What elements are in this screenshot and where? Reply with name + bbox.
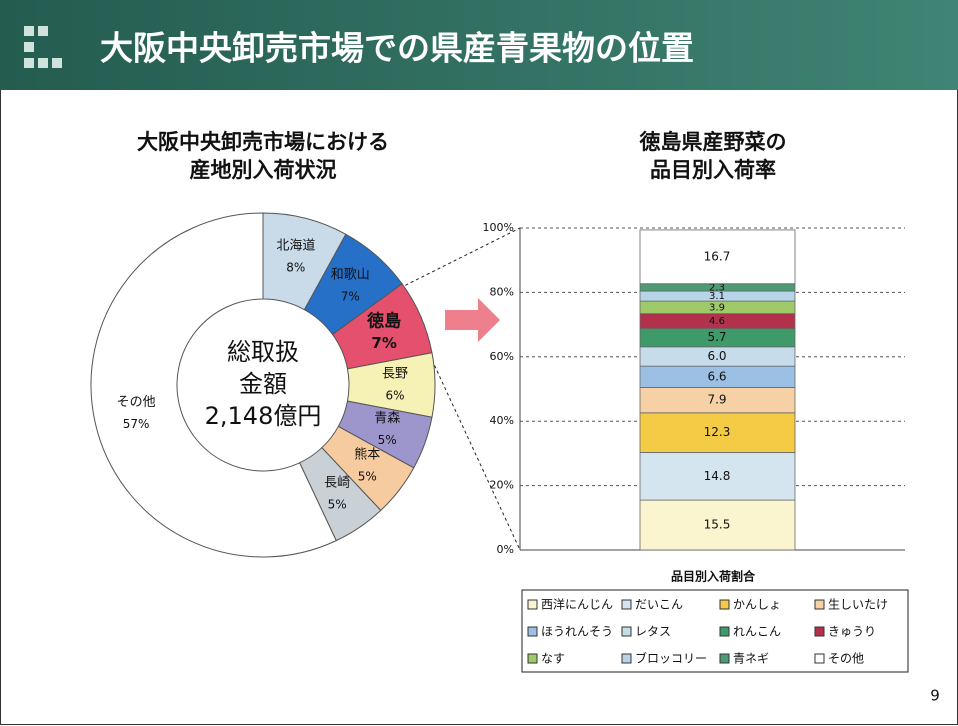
legend-label: れんこん	[733, 625, 781, 639]
legend-swatch	[621, 653, 632, 664]
slice-label: 和歌山	[331, 267, 370, 282]
header-bar	[0, 0, 958, 90]
legend-label: 西洋にんじん	[541, 597, 613, 612]
bar-value: 3.1	[709, 291, 725, 302]
center-label: 金額	[239, 370, 287, 398]
center-label: 総取扱	[227, 338, 299, 366]
legend-swatch	[621, 599, 632, 610]
slice-label: 青森	[374, 411, 400, 426]
bar-value: 6.6	[707, 369, 726, 383]
arrow	[445, 298, 500, 342]
y-tick-label: 20%	[490, 479, 514, 492]
slice-value: 7%	[371, 334, 396, 352]
legend-swatch	[719, 653, 730, 664]
slice-value: 7%	[341, 289, 360, 303]
legend-label: 生しいたけ	[828, 598, 888, 612]
y-tick-label: 40%	[490, 414, 514, 427]
header-icon	[24, 26, 62, 68]
y-tick-label: 60%	[490, 350, 514, 363]
bar-value: 6.0	[707, 349, 726, 363]
y-tick-label: 80%	[490, 285, 514, 298]
legend-swatch	[527, 626, 538, 637]
donut-slice	[90, 212, 337, 558]
bar-value: 5.7	[707, 330, 726, 344]
chart-title: 徳島県産野菜の	[639, 130, 787, 154]
bar-segment	[639, 412, 796, 453]
y-tick-label: 100%	[483, 221, 514, 234]
connector	[399, 227, 521, 289]
slice-value: 8%	[286, 261, 305, 275]
legend-swatch	[621, 626, 632, 637]
slice-value: 5%	[358, 469, 377, 483]
legend-label: その他	[828, 652, 864, 666]
legend-label: レタス	[635, 625, 671, 639]
legend-swatch	[814, 626, 825, 637]
slice-value: 6%	[385, 389, 404, 403]
legend-swatch	[814, 599, 825, 610]
bar-segment	[639, 452, 796, 501]
slice-value: 5%	[378, 433, 397, 447]
y-tick-label: 0%	[497, 543, 514, 556]
bar-value: 16.7	[704, 249, 731, 263]
slide-title: 大阪中央卸売市場での県産青果物の位置	[100, 29, 694, 68]
slice-label: 熊本	[354, 446, 380, 462]
legend-label: なす	[541, 652, 565, 666]
bar-value: 4.6	[709, 316, 725, 327]
bar-segment	[639, 229, 796, 285]
slice-value: 5%	[328, 498, 347, 512]
bar-value: 2.3	[709, 282, 725, 293]
slice-label: 北海道	[276, 239, 315, 254]
chart-title: 産地別入荷状況	[190, 158, 337, 182]
center-label: 2,148億円	[205, 402, 322, 430]
legend-label: かんしょ	[733, 598, 781, 612]
chart-title: 品目別入荷率	[650, 158, 776, 182]
connector	[431, 359, 521, 551]
bar-segment	[639, 499, 796, 551]
slice-label: 徳島	[366, 311, 401, 332]
slice-label: 長崎	[324, 476, 350, 491]
chart-title: 大阪中央卸売市場における	[137, 130, 389, 154]
bar-value: 3.9	[709, 302, 725, 313]
legend-swatch	[814, 653, 825, 664]
slice-value: 57%	[123, 417, 150, 431]
legend-label: ブロッコリー	[635, 651, 707, 666]
legend-swatch	[527, 599, 538, 610]
legend-label: ほうれんそう	[541, 625, 613, 639]
bar-value: 7.9	[707, 393, 726, 407]
bar-value: 15.5	[704, 518, 731, 532]
x-axis-title: 品目別入荷割合	[671, 569, 756, 584]
legend-swatch	[527, 653, 538, 664]
legend-label: きゅうり	[828, 625, 876, 639]
page-number: 9	[930, 687, 940, 705]
slice-label: 長野	[382, 367, 408, 382]
legend-swatch	[719, 599, 730, 610]
bar-value: 12.3	[704, 425, 731, 439]
legend-swatch	[719, 626, 730, 637]
legend-box	[521, 589, 909, 673]
bar-value: 14.8	[704, 469, 731, 483]
legend-label: だいこん	[635, 598, 683, 612]
legend-label: 青ネギ	[733, 652, 769, 666]
slice-label: その他	[117, 395, 156, 410]
